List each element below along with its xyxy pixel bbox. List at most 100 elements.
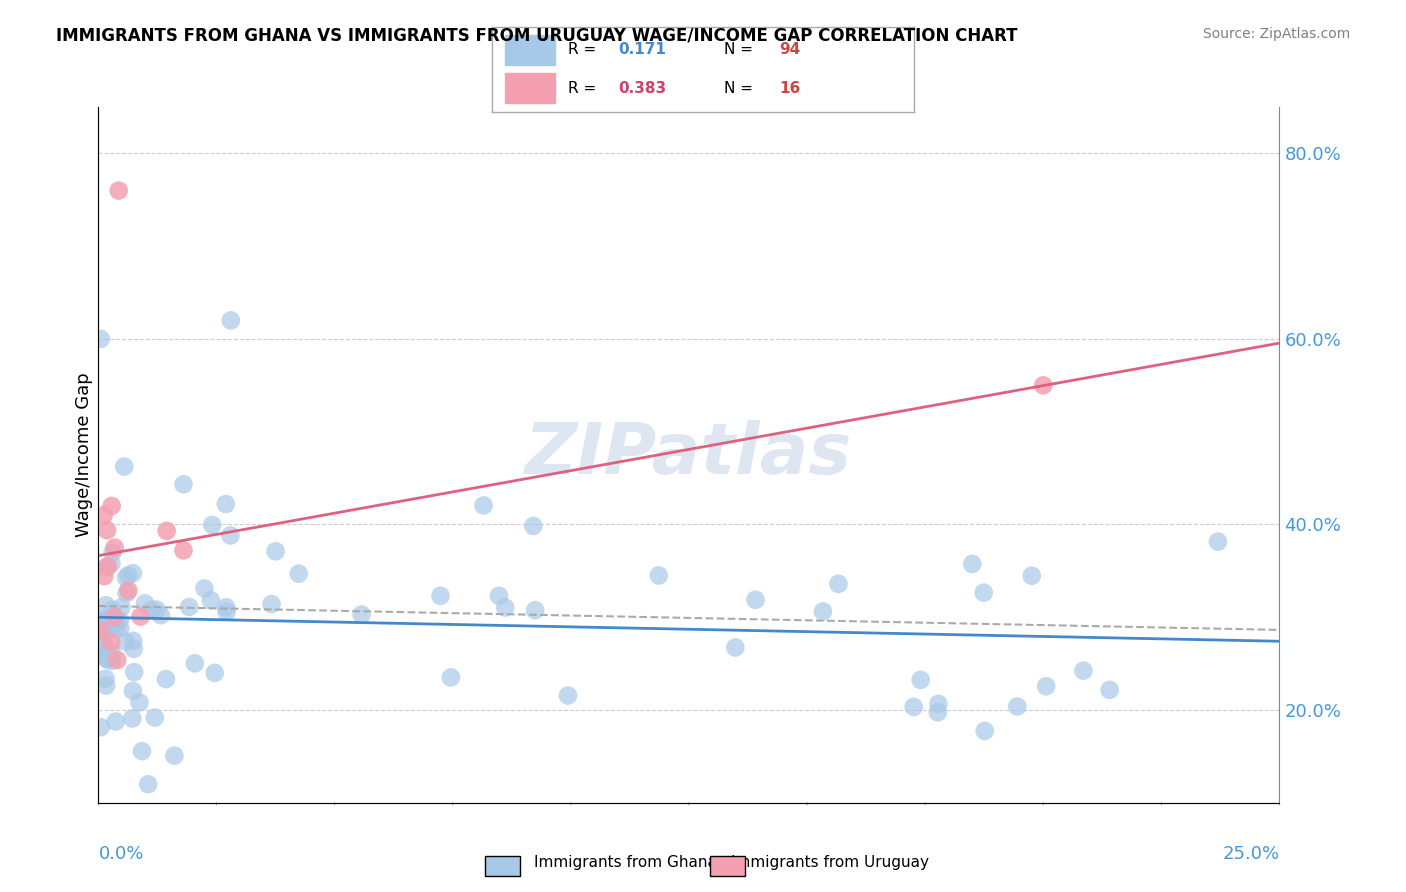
Point	[522, 519, 544, 533]
Point	[115, 586, 138, 600]
Point	[93, 640, 115, 655]
Point	[557, 689, 579, 703]
Point	[143, 710, 166, 724]
Point	[134, 596, 156, 610]
Point	[98, 622, 121, 636]
Point	[973, 585, 995, 599]
Text: 94: 94	[779, 42, 800, 57]
Point	[827, 577, 849, 591]
Point	[193, 582, 215, 596]
Text: R =: R =	[568, 42, 602, 57]
Text: R =: R =	[568, 81, 602, 96]
Text: N =: N =	[724, 42, 758, 57]
Point	[90, 630, 112, 644]
Point	[103, 610, 125, 624]
Point	[1021, 568, 1043, 582]
Point	[121, 711, 143, 725]
Point	[122, 665, 145, 680]
Point	[110, 621, 132, 635]
Point	[94, 598, 117, 612]
Point	[90, 614, 112, 628]
Point	[117, 568, 139, 582]
Point	[215, 605, 238, 619]
Text: 25.0%: 25.0%	[1222, 845, 1279, 863]
Point	[100, 557, 122, 571]
Point	[117, 583, 139, 598]
Point	[1073, 664, 1095, 678]
Point	[156, 524, 179, 538]
Text: Immigrants from Uruguay: Immigrants from Uruguay	[731, 855, 929, 870]
Text: N =: N =	[724, 81, 758, 96]
Point	[163, 748, 186, 763]
Point	[90, 632, 112, 646]
Point	[94, 679, 117, 693]
Point	[648, 568, 671, 582]
Point	[90, 332, 112, 346]
Point	[108, 613, 131, 627]
Point	[107, 184, 129, 198]
Point	[200, 593, 222, 607]
Text: 0.383: 0.383	[619, 81, 666, 96]
Y-axis label: Wage/Income Gap: Wage/Income Gap	[75, 373, 93, 537]
Point	[100, 645, 122, 659]
Point	[96, 652, 118, 666]
Point	[103, 615, 125, 629]
Text: IMMIGRANTS FROM GHANA VS IMMIGRANTS FROM URUGUAY WAGE/INCOME GAP CORRELATION CHA: IMMIGRANTS FROM GHANA VS IMMIGRANTS FROM…	[56, 27, 1018, 45]
Point	[350, 607, 373, 622]
Text: 16: 16	[779, 81, 800, 96]
Point	[1098, 682, 1121, 697]
Point	[903, 699, 925, 714]
Text: Source: ZipAtlas.com: Source: ZipAtlas.com	[1202, 27, 1350, 41]
Point	[264, 544, 287, 558]
Point	[141, 602, 163, 616]
Point	[110, 600, 132, 615]
Point	[219, 313, 242, 327]
Point	[1206, 534, 1229, 549]
Point	[105, 622, 128, 636]
Point	[94, 639, 117, 653]
Point	[288, 566, 311, 581]
Point	[1035, 679, 1057, 693]
Point	[201, 517, 224, 532]
Point	[101, 654, 124, 668]
Point	[122, 633, 145, 648]
Point	[215, 600, 238, 615]
Point	[155, 672, 177, 686]
Point	[973, 723, 995, 738]
Point	[101, 545, 124, 559]
Point	[184, 657, 207, 671]
Bar	[505, 36, 555, 65]
Point	[440, 670, 463, 684]
Point	[114, 634, 136, 648]
Point	[927, 706, 949, 720]
Point	[122, 566, 145, 581]
Point	[524, 603, 547, 617]
Point	[96, 619, 118, 633]
Point	[104, 714, 127, 729]
Point	[129, 609, 152, 624]
Point	[128, 695, 150, 709]
Point	[105, 653, 128, 667]
Point	[472, 499, 495, 513]
Point	[90, 720, 112, 734]
Text: 0.171: 0.171	[619, 42, 666, 57]
Text: ZIPatlas: ZIPatlas	[526, 420, 852, 490]
Text: Immigrants from Ghana: Immigrants from Ghana	[534, 855, 717, 870]
Point	[91, 624, 114, 639]
Point	[260, 597, 283, 611]
Point	[136, 777, 159, 791]
Text: 0.0%: 0.0%	[98, 845, 143, 863]
Point	[115, 571, 138, 585]
Point	[93, 508, 115, 523]
Point	[96, 523, 118, 537]
Point	[488, 589, 510, 603]
Point	[121, 684, 143, 698]
Bar	[505, 73, 555, 103]
Point	[100, 499, 122, 513]
Point	[101, 603, 124, 617]
Point	[93, 569, 115, 583]
Point	[100, 635, 122, 649]
Point	[94, 672, 117, 686]
Point	[96, 652, 118, 666]
Point	[811, 604, 834, 618]
